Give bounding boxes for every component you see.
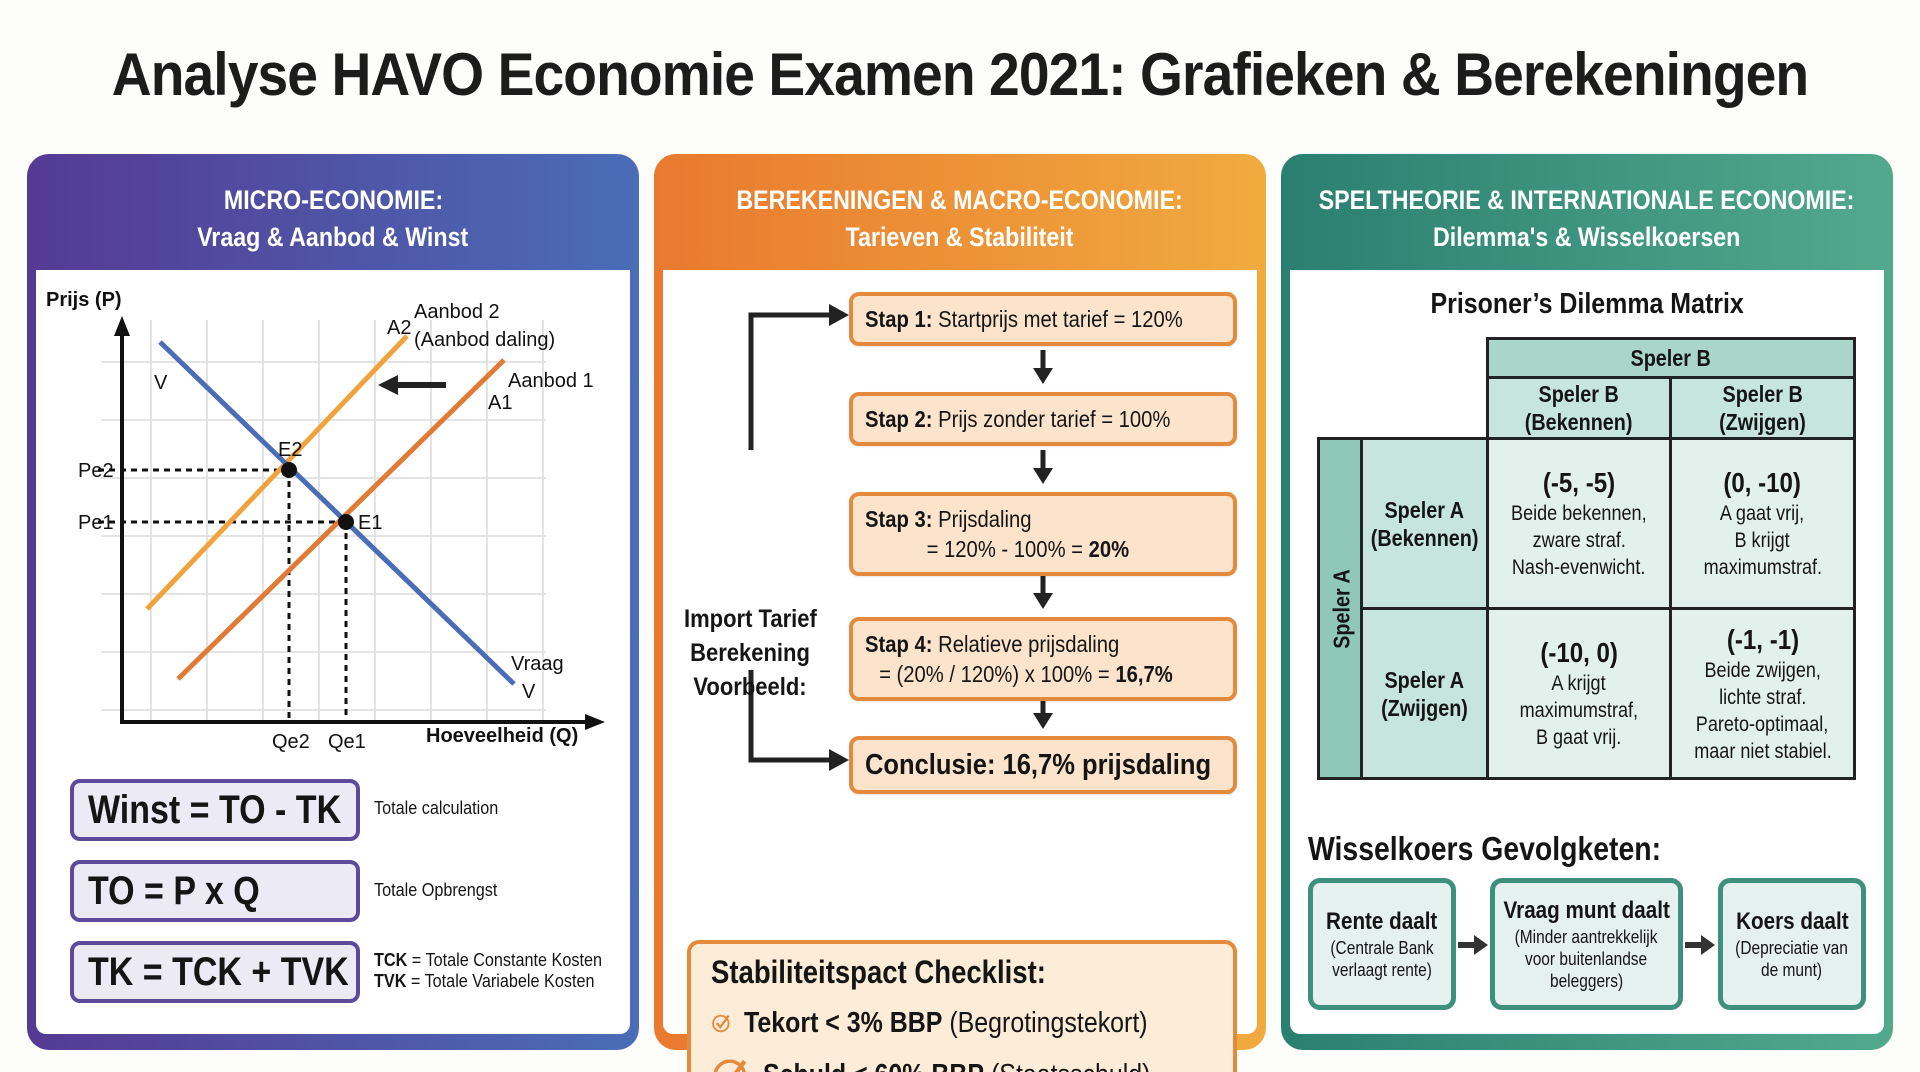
matrix-col-header: Speler B (Bekennen)	[1486, 376, 1672, 440]
panel-header: SPELTHEORIE & INTERNATIONALE ECONOMIE: D…	[1288, 161, 1886, 277]
panel-body: Prijs (P) Hoeveelheid (Q) V E2 E1 Pe2 Pe…	[36, 270, 630, 1034]
matrix-cell: (0, -10) A gaat vrij, B krijgt maximumstra…	[1669, 437, 1856, 610]
conclusion-box: Conclusie: 16,7% prijsdaling	[849, 736, 1237, 794]
panel-body: Import Tarief Berekening Voorbeeld: Stap…	[663, 270, 1257, 1072]
a2-label: A2	[387, 317, 411, 339]
checklist-item: Schuld < 60% BBP (Staatsschuld)	[711, 1055, 1213, 1072]
matrix-title: Prisoner’s Dilemma Matrix	[1430, 288, 1744, 320]
matrix-row-header: Speler A (Zwijgen)	[1360, 607, 1489, 780]
formula-to: TO = P x Q	[70, 860, 360, 922]
panel-heading-line2: Vraag & Aanbod & Winst	[197, 222, 469, 252]
panel-heading-line2: Dilemma's & Wisselkoersen	[1433, 222, 1741, 252]
checklist-item: Tekort < 3% BBP (Begrotingstekort)	[711, 1003, 1213, 1043]
checklist-title: Stabiliteitspact Checklist:	[711, 954, 1046, 990]
vraag-top-label: V	[154, 372, 168, 394]
formula-to-desc: Totale Opbrengst	[374, 880, 498, 900]
exchange-chain-title: Wisselkoers Gevolgketen:	[1308, 830, 1662, 867]
matrix-row-group-header: Speler A	[1317, 437, 1363, 780]
chain-step-vraag-munt: Vraag munt daalt (Minder aantrekkelijk vo…	[1490, 878, 1683, 1010]
formula-winst: Winst = TO - TK	[70, 779, 360, 841]
equilibrium-point-e1	[338, 514, 354, 530]
right-arrow-icon	[1458, 935, 1488, 955]
panel-heading-line2: Tarieven & Stabiliteit	[846, 222, 1074, 252]
panel-macro-economie: BEREKENINGEN & MACRO-ECONOMIE: Tarieven …	[654, 154, 1266, 1072]
step-4-box: Stap 4: Relatieve prijsdaling = (20% / 1…	[849, 617, 1237, 701]
e2-label: E2	[278, 439, 302, 461]
matrix-row-header: Speler A (Bekennen)	[1360, 437, 1489, 610]
matrix-col-group-header: Speler B	[1486, 337, 1856, 379]
vraag-label: Vraag	[511, 653, 564, 675]
vraag-curve	[158, 340, 516, 686]
qe2-label: Qe2	[272, 731, 310, 753]
qe1-label: Qe1	[328, 731, 366, 753]
matrix-cell: (-10, 0) A krijgt maximumstraf, B gaat vri…	[1486, 607, 1672, 780]
pe2-label: Pe2	[78, 460, 114, 482]
step-2-box: Stap 2: Prijs zonder tarief = 100%	[849, 392, 1237, 446]
panel-micro-economie: MICRO-ECONOMIE: Vraag & Aanbod & Winst	[27, 154, 639, 1050]
a1-label: A1	[488, 392, 512, 414]
panel-speltheorie: SPELTHEORIE & INTERNATIONALE ECONOMIE: D…	[1281, 154, 1893, 1050]
panel-heading-line1: SPELTHEORIE & INTERNATIONALE ECONOMIE:	[1319, 185, 1855, 215]
matrix-col-header: Speler B (Zwijgen)	[1669, 376, 1856, 440]
step-1-box: Stap 1: Startprijs met tarief = 120%	[849, 292, 1237, 346]
chain-step-rente: Rente daalt (Centrale Bank verlaagt rente…	[1308, 878, 1456, 1010]
supply-demand-chart: Prijs (P) Hoeveelheid (Q) V E2 E1 Pe2 Pe…	[46, 289, 605, 753]
panel-header: BEREKENINGEN & MACRO-ECONOMIE: Tarieven …	[661, 161, 1259, 277]
equilibrium-guides	[98, 468, 348, 722]
panel-heading-line1: BEREKENINGEN & MACRO-ECONOMIE:	[736, 185, 1184, 215]
checkmark-circle-icon	[713, 1059, 747, 1072]
aanbod-daling-label: (Aanbod daling)	[414, 329, 555, 351]
aanbod-2-label: Aanbod 2	[414, 301, 500, 323]
matrix-cell: (-5, -5) Beide bekennen, zware straf. Nash…	[1486, 437, 1672, 610]
flow-connectors	[748, 304, 1053, 771]
formula-tk-desc: TCK = Totale Constante Kosten TVK = Tota…	[374, 950, 602, 991]
y-axis-label: Prijs (P)	[46, 289, 122, 311]
import-tarief-label: Import Tarief Berekening Voorbeeld:	[684, 605, 817, 701]
stabiliteitspact-checklist: Stabiliteitspact Checklist: Tekort < 3% …	[687, 940, 1237, 1072]
shift-left-arrow-icon	[378, 375, 446, 395]
matrix-cell: (-1, -1) Beide zwijgen, lichte straf. Pare…	[1669, 607, 1856, 780]
aanbod-2-curve	[145, 334, 409, 611]
e1-label: E1	[358, 512, 382, 534]
formula-winst-desc: Totale calculation	[374, 798, 499, 818]
equilibrium-point-e2	[281, 462, 297, 478]
chart-grid	[101, 320, 546, 720]
axes	[114, 316, 605, 730]
aanbod-1-label: Aanbod 1	[508, 370, 594, 392]
panel-header: MICRO-ECONOMIE: Vraag & Aanbod & Winst	[34, 161, 632, 277]
chain-step-koers: Koers daalt (Depreciatie van de munt)	[1718, 878, 1866, 1010]
right-arrow-icon	[1685, 935, 1715, 955]
step-3-box: Stap 3: Prijsdaling = 120% - 100% = 20%	[849, 492, 1237, 576]
page-title: Analyse HAVO Economie Examen 2021: Grafi…	[111, 41, 1809, 108]
x-axis-label: Hoeveelheid (Q)	[426, 725, 578, 747]
panel-body: Prisoner’s Dilemma Matrix Speler B Spele…	[1290, 270, 1884, 1034]
pe1-label: Pe1	[78, 512, 114, 534]
vraag-v-label: V	[522, 681, 536, 703]
panel-heading-line1: MICRO-ECONOMIE:	[223, 185, 443, 215]
formula-tk: TK = TCK + TVK	[70, 941, 360, 1003]
checkmark-circle-icon	[712, 1014, 730, 1033]
